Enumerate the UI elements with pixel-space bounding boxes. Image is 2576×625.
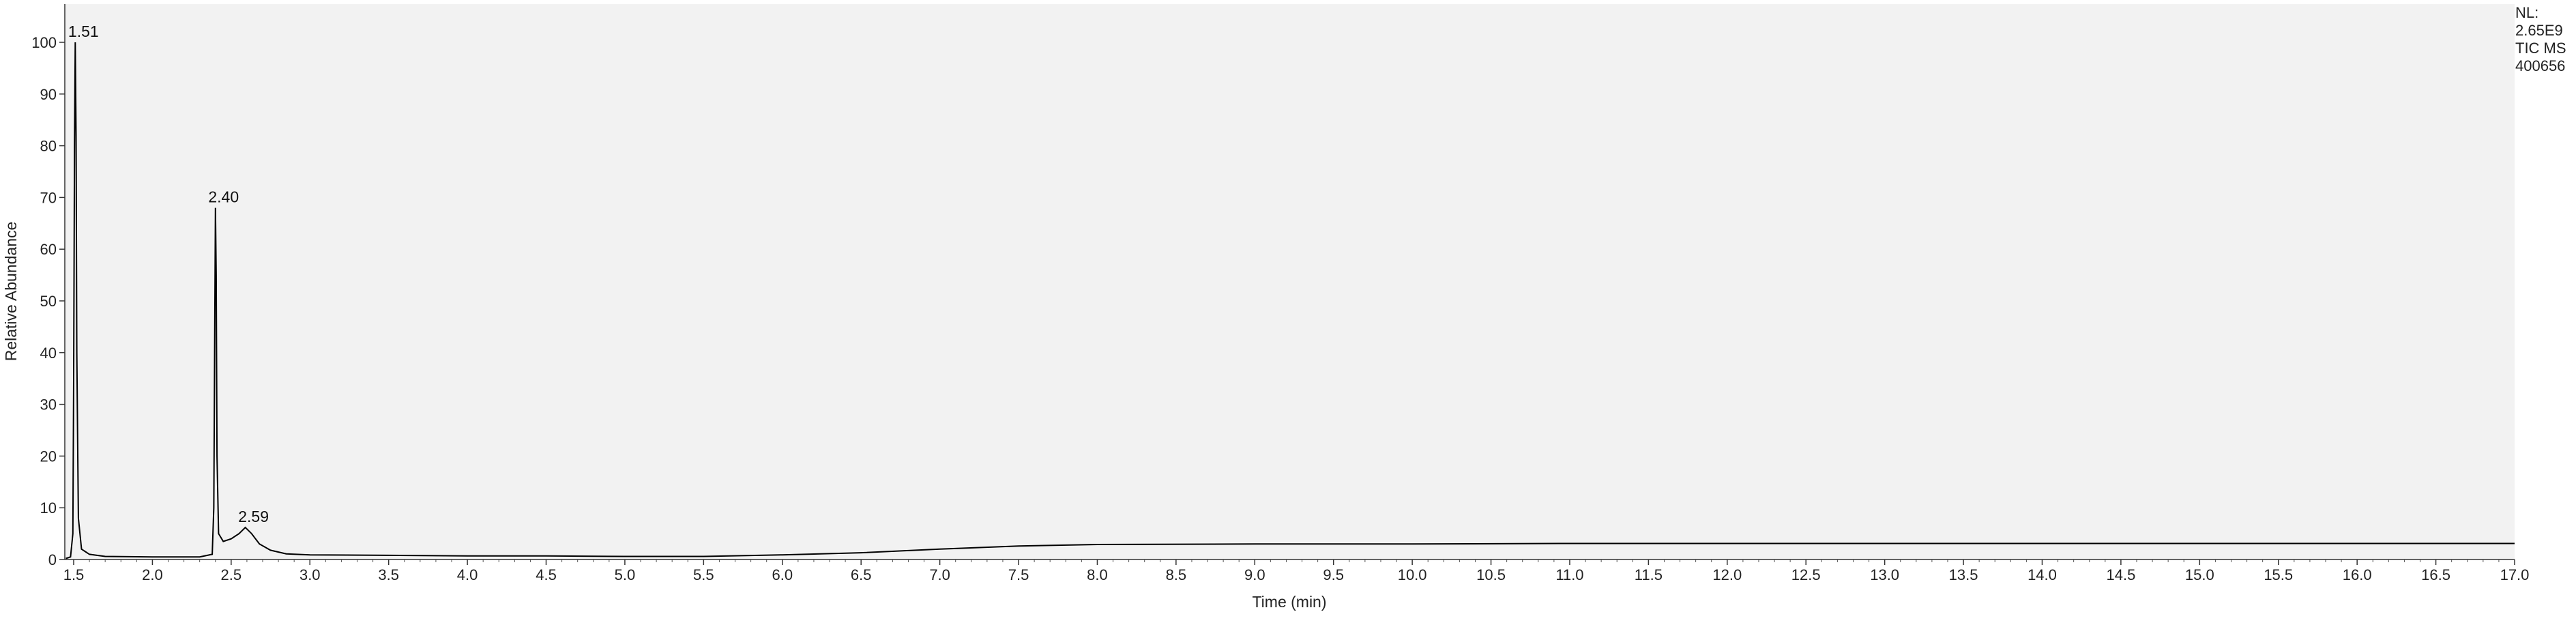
x-tick-label: 7.0 [929,566,950,583]
x-tick-label: 12.5 [1791,566,1821,583]
x-tick-label: 13.5 [1949,566,1978,583]
x-tick-label: 3.0 [299,566,321,583]
nl-label: NL: [2515,4,2539,21]
x-tick-label: 9.5 [1323,566,1344,583]
info-panel: NL: 2.65E9 TIC MS 400656 [2515,4,2566,75]
y-tick-label: 90 [40,86,57,103]
x-tick-label: 8.0 [1087,566,1108,583]
x-tick-label: 14.5 [2106,566,2135,583]
x-tick-label: 4.0 [457,566,478,583]
x-tick-label: 17.0 [2500,566,2530,583]
peak-label: 2.59 [238,508,269,525]
series-line-tic [65,42,2515,559]
x-tick-label: 11.0 [1555,566,1583,583]
plot-background [65,4,2515,559]
x-tick-label: 10.0 [1398,566,1427,583]
x-tick-label: 15.0 [2185,566,2214,583]
x-tick-label: 8.5 [1166,566,1187,583]
x-tick-label: 11.5 [1635,566,1663,583]
x-tick-label: 6.0 [772,566,793,583]
peak-label: 1.51 [68,23,99,40]
peak-label: 2.40 [208,188,239,206]
x-tick-label: 14.0 [2028,566,2057,583]
x-tick-label: 5.0 [615,566,636,583]
x-tick-label: 3.5 [378,566,399,583]
y-tick-label: 20 [40,448,57,465]
x-tick-label: 12.0 [1712,566,1742,583]
sample-id: 400656 [2515,57,2566,74]
x-tick-label: 6.5 [851,566,872,583]
x-tick-label: 5.5 [693,566,714,583]
y-tick-label: 70 [40,189,57,206]
y-tick-label: 40 [40,345,57,362]
y-axis-title: Relative Abundance [2,222,20,362]
y-tick-label: 60 [40,241,57,258]
x-tick-label: 7.5 [1008,566,1029,583]
nl-value: 2.65E9 [2515,22,2563,39]
x-tick-label: 16.0 [2343,566,2372,583]
x-tick-label: 13.0 [1870,566,1899,583]
x-tick-label: 4.5 [536,566,557,583]
x-tick-label: 9.0 [1244,566,1265,583]
y-tick-label: 50 [40,293,57,310]
x-tick-label: 10.5 [1476,566,1506,583]
x-axis-title: Time (min) [1252,593,1326,611]
y-tick-label: 0 [48,551,57,568]
x-tick-label: 15.5 [2264,566,2293,583]
x-tick-label: 2.5 [221,566,242,583]
x-tick-label: 1.5 [63,566,85,583]
y-tick-label: 80 [40,138,57,155]
x-tick-label: 2.0 [142,566,163,583]
y-tick-label: 30 [40,396,57,413]
scan-filter: TIC MS [2515,40,2566,57]
y-tick-label: 100 [31,34,57,51]
x-tick-label: 16.5 [2421,566,2450,583]
y-tick-label: 10 [40,499,57,517]
